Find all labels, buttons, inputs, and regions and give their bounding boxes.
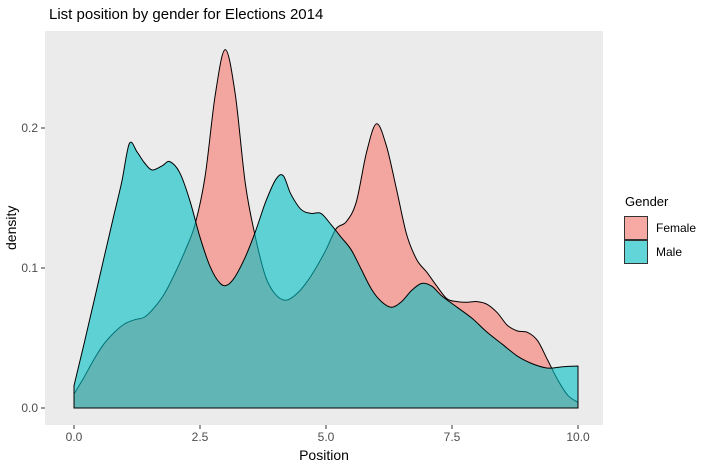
legend-label-male: Male bbox=[656, 245, 683, 259]
legend-item-female: Female bbox=[624, 216, 696, 240]
y-tick-label: 0.0 bbox=[21, 401, 38, 415]
x-tick-label: 10.0 bbox=[566, 430, 590, 444]
legend-swatch-male bbox=[624, 240, 648, 264]
x-tick-label: 0.0 bbox=[66, 430, 83, 444]
y-tick-label: 0.1 bbox=[21, 261, 38, 275]
legend: Gender Female Male bbox=[624, 194, 696, 264]
x-tick-label: 5.0 bbox=[318, 430, 335, 444]
legend-label-female: Female bbox=[656, 221, 697, 235]
male-density-area bbox=[73, 141, 579, 409]
x-tick-label: 2.5 bbox=[192, 430, 209, 444]
legend-swatch-female bbox=[624, 216, 648, 240]
legend-item-male: Male bbox=[624, 240, 696, 264]
chart-title: List position by gender for Elections 20… bbox=[49, 6, 324, 23]
x-axis-title: Position bbox=[299, 447, 349, 463]
y-axis-title: density bbox=[3, 205, 19, 251]
legend-title: Gender bbox=[625, 194, 669, 209]
y-tick-label: 0.2 bbox=[21, 121, 38, 135]
x-tick-label: 7.5 bbox=[444, 430, 461, 444]
